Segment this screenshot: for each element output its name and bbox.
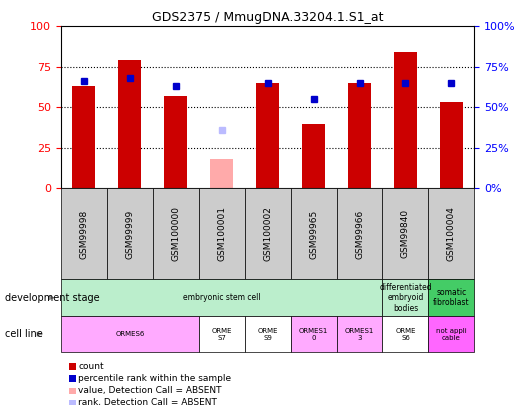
Text: somatic
fibroblast: somatic fibroblast [433, 288, 470, 307]
Bar [73, 86, 95, 188]
Text: ORME
S9: ORME S9 [258, 328, 278, 341]
Bar [440, 102, 463, 188]
Bar [210, 159, 233, 188]
Text: differentiated
embryoid
bodies: differentiated embryoid bodies [379, 283, 432, 313]
Text: GSM100001: GSM100001 [217, 207, 226, 261]
Bar [118, 60, 142, 188]
Text: ORME
S6: ORME S6 [395, 328, 416, 341]
Bar [302, 124, 325, 188]
Text: GSM99840: GSM99840 [401, 209, 410, 258]
Title: GDS2375 / MmugDNA.33204.1.S1_at: GDS2375 / MmugDNA.33204.1.S1_at [152, 11, 383, 24]
Bar [394, 52, 417, 188]
Text: ORME
S7: ORME S7 [211, 328, 232, 341]
Text: count: count [78, 362, 104, 371]
Text: GSM99965: GSM99965 [309, 209, 318, 258]
Text: rank, Detection Call = ABSENT: rank, Detection Call = ABSENT [78, 399, 217, 405]
Text: development stage: development stage [5, 293, 100, 303]
Text: GSM99966: GSM99966 [355, 209, 364, 258]
Bar [256, 83, 279, 188]
Text: GSM99999: GSM99999 [126, 209, 134, 258]
Text: value, Detection Call = ABSENT: value, Detection Call = ABSENT [78, 386, 222, 395]
Text: GSM99998: GSM99998 [80, 209, 89, 258]
Text: embryonic stem cell: embryonic stem cell [183, 293, 261, 302]
Text: not appli
cable: not appli cable [436, 328, 467, 341]
Bar [348, 83, 371, 188]
Text: GSM100004: GSM100004 [447, 207, 456, 261]
Text: percentile rank within the sample: percentile rank within the sample [78, 374, 232, 383]
Text: ORMES6: ORMES6 [115, 331, 145, 337]
Text: cell line: cell line [5, 329, 43, 339]
Text: GSM100002: GSM100002 [263, 207, 272, 261]
Text: GSM100000: GSM100000 [171, 207, 180, 261]
Bar [164, 96, 187, 188]
Text: ORMES1
3: ORMES1 3 [345, 328, 374, 341]
Text: ORMES1
0: ORMES1 0 [299, 328, 328, 341]
